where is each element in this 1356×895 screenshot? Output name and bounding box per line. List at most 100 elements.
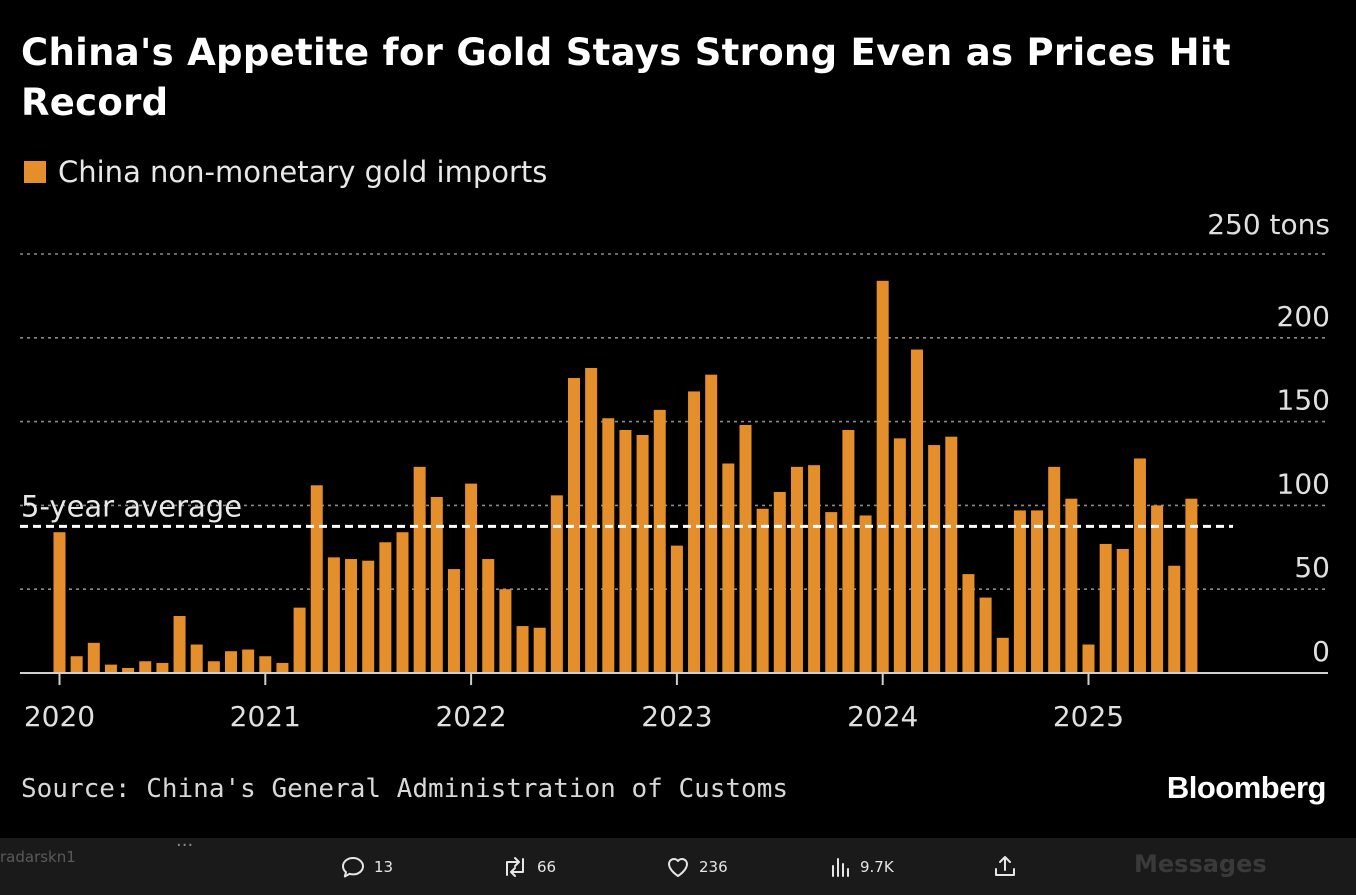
source-note: Source: China's General Administration o… bbox=[21, 774, 789, 804]
bar bbox=[345, 559, 358, 673]
bar bbox=[87, 642, 100, 673]
bar bbox=[1082, 644, 1095, 673]
bar bbox=[1099, 543, 1112, 673]
bar bbox=[53, 532, 66, 673]
views-count: 9.7K bbox=[860, 858, 894, 876]
bar bbox=[413, 466, 426, 673]
bar bbox=[1065, 498, 1078, 673]
bar bbox=[1168, 565, 1181, 673]
bar bbox=[259, 656, 272, 673]
y-tick-label: 0 bbox=[1312, 635, 1330, 668]
share-icon bbox=[992, 854, 1018, 880]
share-button[interactable] bbox=[992, 852, 1018, 882]
bar bbox=[396, 532, 409, 673]
bar bbox=[139, 661, 152, 673]
bar bbox=[104, 664, 117, 673]
bar bbox=[516, 626, 529, 673]
bar bbox=[1133, 458, 1146, 673]
x-tick-label: 2024 bbox=[847, 700, 918, 733]
bar bbox=[379, 542, 392, 673]
y-tick-label: 200 bbox=[1277, 300, 1330, 333]
bar bbox=[722, 463, 735, 673]
repost-icon bbox=[501, 855, 529, 879]
reply-button[interactable]: 13 bbox=[340, 852, 393, 882]
x-tick-label: 2021 bbox=[230, 700, 301, 733]
bar bbox=[945, 436, 958, 673]
bar bbox=[670, 545, 683, 673]
post-action-bar: radarskn1 ... Messages 13 66 236 9.7K bbox=[0, 830, 1356, 895]
bar bbox=[242, 649, 255, 673]
bar bbox=[550, 495, 563, 673]
bar bbox=[979, 597, 992, 673]
bar bbox=[996, 637, 1009, 673]
y-tick-label: 150 bbox=[1277, 384, 1330, 417]
chart-title: China's Appetite for Gold Stays Strong E… bbox=[21, 31, 1231, 124]
legend-label: China non-monetary gold imports bbox=[58, 155, 548, 189]
bar bbox=[70, 656, 83, 673]
legend-swatch bbox=[24, 161, 46, 183]
bar bbox=[225, 651, 237, 673]
bar bbox=[1151, 505, 1164, 673]
bar bbox=[585, 367, 598, 673]
reply-icon bbox=[340, 855, 366, 879]
background-username: radarskn1 bbox=[0, 848, 76, 866]
x-tick-label: 2022 bbox=[435, 700, 506, 733]
bar bbox=[482, 559, 495, 673]
bar bbox=[602, 418, 615, 673]
more-dots-icon[interactable]: ... bbox=[176, 830, 194, 851]
heart-icon bbox=[665, 855, 691, 879]
bar bbox=[1048, 466, 1061, 673]
bloomberg-logo: Bloomberg bbox=[1166, 770, 1327, 805]
bar bbox=[705, 374, 718, 673]
bar bbox=[465, 483, 478, 673]
bar bbox=[911, 349, 923, 673]
bar bbox=[122, 667, 135, 673]
bar bbox=[293, 607, 306, 673]
bar bbox=[808, 465, 821, 673]
bar bbox=[876, 280, 889, 673]
bar-chart: 5-year average 0 50 100 150 200 250 tons 2020… bbox=[20, 208, 1330, 733]
bar bbox=[362, 560, 375, 673]
y-unit-label: 250 tons bbox=[1207, 208, 1330, 241]
bar bbox=[859, 515, 872, 673]
reply-count: 13 bbox=[374, 858, 394, 876]
x-tick-label: 2020 bbox=[24, 700, 95, 733]
views-button[interactable]: 9.7K bbox=[830, 852, 894, 882]
bar bbox=[790, 466, 803, 673]
bar bbox=[842, 429, 855, 673]
bar bbox=[653, 409, 666, 673]
bar bbox=[1185, 498, 1198, 673]
bar bbox=[1031, 510, 1044, 673]
bar bbox=[756, 508, 769, 673]
legend: China non-monetary gold imports bbox=[24, 152, 547, 192]
bar bbox=[156, 662, 169, 673]
bar bbox=[928, 445, 941, 673]
bar bbox=[773, 491, 786, 673]
bar bbox=[327, 557, 340, 673]
bar bbox=[207, 661, 220, 673]
repost-count: 66 bbox=[537, 858, 557, 876]
bar bbox=[825, 512, 838, 673]
bar bbox=[688, 391, 701, 673]
bar bbox=[739, 424, 752, 673]
bar bbox=[310, 485, 323, 673]
like-button[interactable]: 236 bbox=[665, 852, 728, 882]
bar bbox=[276, 662, 289, 673]
x-tick-label: 2025 bbox=[1053, 700, 1124, 733]
bar bbox=[962, 574, 975, 673]
messages-label: Messages bbox=[1134, 850, 1267, 878]
y-tick-label: 100 bbox=[1277, 467, 1330, 500]
y-tick-label: 50 bbox=[1294, 551, 1330, 584]
bar bbox=[173, 616, 186, 673]
bar bbox=[1116, 548, 1129, 673]
bar bbox=[190, 644, 203, 673]
repost-button[interactable]: 66 bbox=[501, 852, 556, 882]
bar bbox=[619, 429, 632, 673]
like-count: 236 bbox=[699, 858, 728, 876]
bar bbox=[893, 438, 906, 673]
views-icon bbox=[830, 855, 852, 879]
bar bbox=[447, 569, 460, 673]
bar bbox=[430, 497, 443, 673]
bar bbox=[533, 627, 546, 673]
average-label: 5-year average bbox=[21, 489, 242, 523]
